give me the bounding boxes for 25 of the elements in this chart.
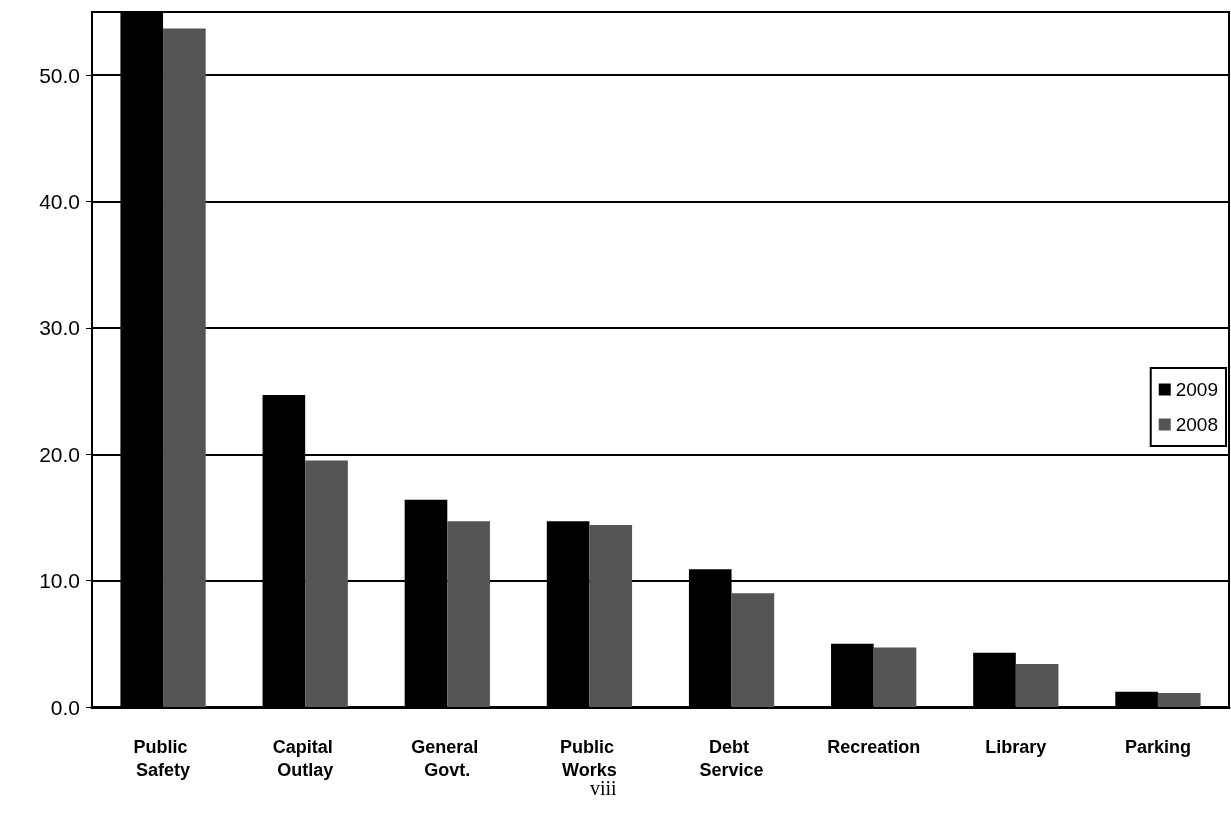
- y-tick-label: 0.0: [50, 695, 80, 719]
- y-tick-label: 20.0: [39, 442, 80, 466]
- bar: [447, 521, 490, 707]
- x-tick-label: Library: [985, 736, 1047, 757]
- y-tick-label: 30.0: [39, 316, 80, 340]
- x-tick-label: Recreation: [827, 736, 921, 757]
- y-tick-label: 10.0: [39, 569, 80, 593]
- x-tick-label: Public Works: [559, 736, 619, 780]
- x-tick-label: General Govt.: [411, 736, 484, 780]
- y-tick-label: 50.0: [39, 63, 80, 87]
- bar: [731, 593, 775, 707]
- x-tick-label: Public Safety: [133, 736, 193, 780]
- legend-label: 2009: [1175, 379, 1219, 400]
- text: viii: [590, 777, 618, 799]
- bar: [589, 525, 633, 707]
- bar: [1157, 693, 1201, 707]
- bar: [1015, 664, 1059, 707]
- bar: [163, 28, 206, 707]
- x-tick-label: Debt Service: [699, 736, 764, 780]
- x-tick-label: Parking: [1124, 736, 1191, 757]
- y-tick-label: 40.0: [39, 190, 80, 214]
- bar: [873, 647, 917, 707]
- bar: [305, 460, 348, 707]
- x-tick-label: Capital Outlay: [272, 736, 338, 780]
- legend-label: 2008: [1175, 414, 1219, 435]
